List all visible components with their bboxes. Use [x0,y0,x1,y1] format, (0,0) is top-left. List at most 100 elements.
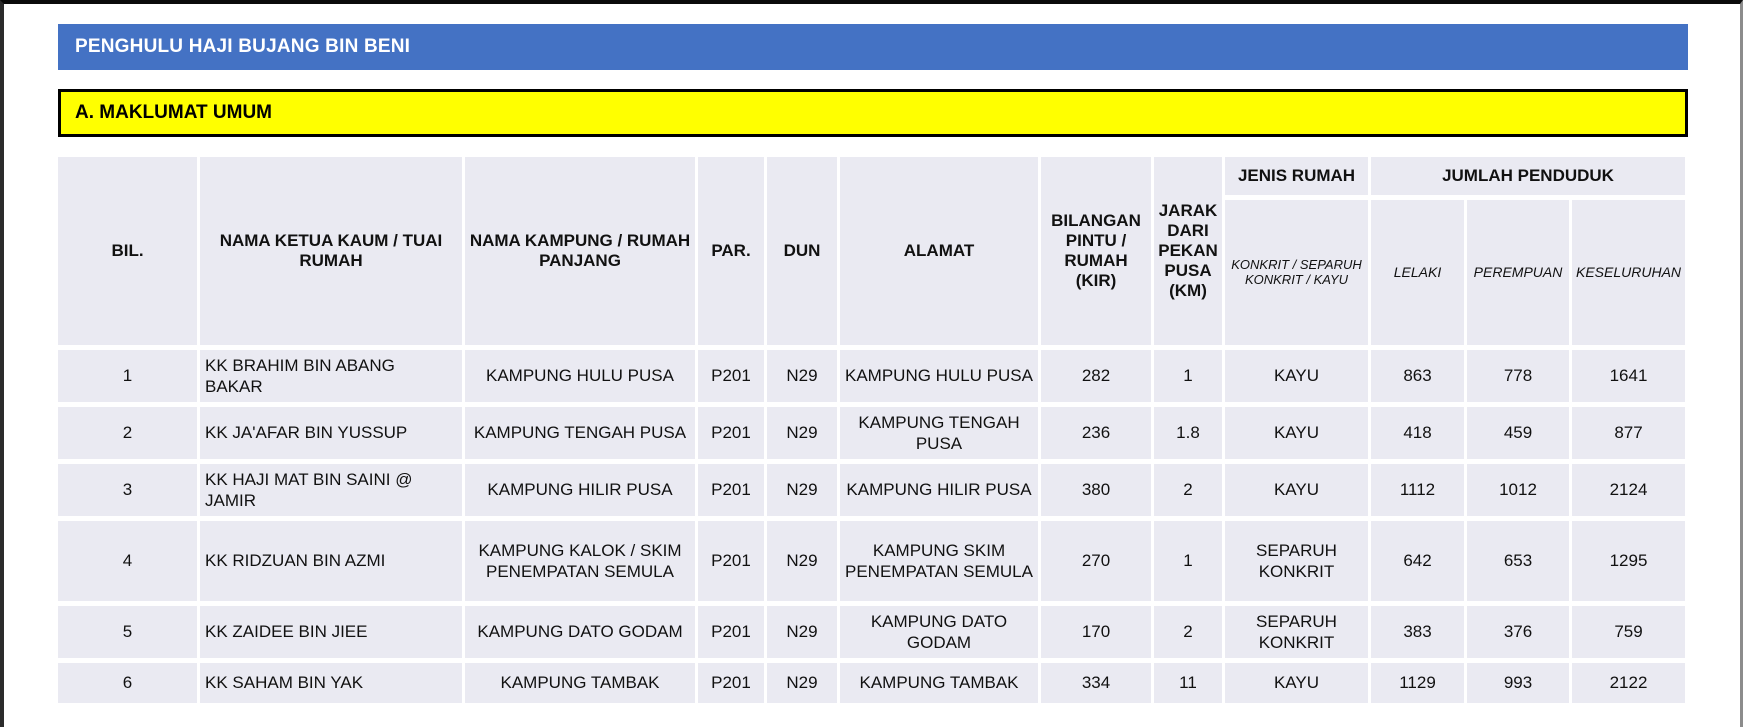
table-row: 1 KK BRAHIM BIN ABANG BAKAR KAMPUNG HULU… [58,350,1686,402]
header-sub-row: KONKRIT / SEPARUH KONKRIT / KAYU LELAKI … [58,200,1686,345]
cell-alamat: KAMPUNG SKIM PENEMPATAN SEMULA [840,521,1038,601]
cell-bilangan-pintu: 270 [1041,521,1151,601]
cell-nama-kampung: KAMPUNG KALOK / SKIM PENEMPATAN SEMULA [465,521,695,601]
title-bar: PENGHULU HAJI BUJANG BIN BENI [58,24,1688,70]
cell-nama-ketua: KK SAHAM BIN YAK [200,663,462,703]
cell-nama-ketua: KK RIDZUAN BIN AZMI [200,521,462,601]
cell-perempuan: 376 [1467,606,1569,658]
maklumat-umum-table-wrap: BIL. NAMA KETUA KAUM / TUAI RUMAH NAMA K… [55,152,1688,708]
cell-nama-ketua: KK ZAIDEE BIN JIEE [200,606,462,658]
cell-nama-kampung: KAMPUNG HILIR PUSA [465,464,695,516]
table-row: 6 KK SAHAM BIN YAK KAMPUNG TAMBAK P201 N… [58,663,1686,703]
cell-bil: 1 [58,350,197,402]
cell-par: P201 [698,521,764,601]
header-bil: BIL. [58,157,197,345]
cell-perempuan: 1012 [1467,464,1569,516]
cell-alamat: KAMPUNG TENGAH PUSA [840,407,1038,459]
cell-keseluruhan: 2124 [1572,464,1686,516]
cell-nama-kampung: KAMPUNG TENGAH PUSA [465,407,695,459]
header-alamat: ALAMAT [840,157,1038,345]
page-title: PENGHULU HAJI BUJANG BIN BENI [75,36,411,57]
cell-bil: 5 [58,606,197,658]
cell-jarak: 11 [1154,663,1222,703]
header-nama-kampung: NAMA KAMPUNG / RUMAH PANJANG [465,157,695,345]
cell-keseluruhan: 759 [1572,606,1686,658]
table-row: 5 KK ZAIDEE BIN JIEE KAMPUNG DATO GODAM … [58,606,1686,658]
cell-dun: N29 [767,407,837,459]
cell-par: P201 [698,350,764,402]
cell-par: P201 [698,663,764,703]
table-row: 3 KK HAJI MAT BIN SAINI @ JAMIR KAMPUNG … [58,464,1686,516]
header-group-row: BIL. NAMA KETUA KAUM / TUAI RUMAH NAMA K… [58,157,1686,345]
cell-dun: N29 [767,464,837,516]
cell-nama-kampung: KAMPUNG HULU PUSA [465,350,695,402]
table-header: BIL. NAMA KETUA KAUM / TUAI RUMAH NAMA K… [58,157,1686,345]
cell-nama-kampung: KAMPUNG DATO GODAM [465,606,695,658]
cell-nama-ketua: KK JA'AFAR BIN YUSSUP [200,407,462,459]
header-lelaki: LELAKI [1371,200,1464,345]
cell-lelaki: 642 [1371,521,1464,601]
cell-nama-kampung: KAMPUNG TAMBAK [465,663,695,703]
cell-bilangan-pintu: 334 [1041,663,1151,703]
table-row: 4 KK RIDZUAN BIN AZMI KAMPUNG KALOK / SK… [58,521,1686,601]
header-jarak: JARAK DARI PEKAN PUSA (KM) [1154,157,1222,345]
cell-lelaki: 383 [1371,606,1464,658]
cell-alamat: KAMPUNG HILIR PUSA [840,464,1038,516]
cell-alamat: KAMPUNG DATO GODAM [840,606,1038,658]
maklumat-umum-table: BIL. NAMA KETUA KAUM / TUAI RUMAH NAMA K… [55,152,1688,708]
cell-alamat: KAMPUNG TAMBAK [840,663,1038,703]
cell-jarak: 2 [1154,606,1222,658]
cell-keseluruhan: 2122 [1572,663,1686,703]
cell-jenis-rumah: KAYU [1225,663,1368,703]
cell-perempuan: 653 [1467,521,1569,601]
cell-jenis-rumah: KAYU [1225,407,1368,459]
cell-bilangan-pintu: 170 [1041,606,1151,658]
cell-jarak: 1 [1154,521,1222,601]
header-group-jenis-rumah: JENIS RUMAH [1225,157,1368,195]
cell-jarak: 1.8 [1154,407,1222,459]
cell-par: P201 [698,464,764,516]
header-keseluruhan: KESELURUHAN [1572,200,1686,345]
cell-nama-ketua: KK BRAHIM BIN ABANG BAKAR [200,350,462,402]
header-bilangan-pintu: BILANGAN PINTU / RUMAH (KIR) [1041,157,1151,345]
cell-perempuan: 459 [1467,407,1569,459]
cell-jenis-rumah: SEPARUH KONKRIT [1225,606,1368,658]
cell-dun: N29 [767,663,837,703]
cell-par: P201 [698,606,764,658]
cell-perempuan: 993 [1467,663,1569,703]
cell-jenis-rumah: KAYU [1225,350,1368,402]
cell-lelaki: 1112 [1371,464,1464,516]
cell-keseluruhan: 1641 [1572,350,1686,402]
table-row: 2 KK JA'AFAR BIN YUSSUP KAMPUNG TENGAH P… [58,407,1686,459]
header-nama-ketua: NAMA KETUA KAUM / TUAI RUMAH [200,157,462,345]
header-group-jumlah-penduduk: JUMLAH PENDUDUK [1371,157,1686,195]
cell-jarak: 1 [1154,350,1222,402]
cell-bilangan-pintu: 236 [1041,407,1151,459]
header-perempuan: PEREMPUAN [1467,200,1569,345]
cell-bil: 3 [58,464,197,516]
cell-dun: N29 [767,606,837,658]
cell-bilangan-pintu: 380 [1041,464,1151,516]
cell-lelaki: 863 [1371,350,1464,402]
section-header-bar: A. MAKLUMAT UMUM [58,89,1688,137]
cell-dun: N29 [767,350,837,402]
cell-par: P201 [698,407,764,459]
cell-dun: N29 [767,521,837,601]
cell-lelaki: 1129 [1371,663,1464,703]
cell-keseluruhan: 1295 [1572,521,1686,601]
header-dun: DUN [767,157,837,345]
cell-jenis-rumah: KAYU [1225,464,1368,516]
cell-bil: 2 [58,407,197,459]
section-title: A. MAKLUMAT UMUM [75,102,272,123]
cell-bil: 6 [58,663,197,703]
cell-alamat: KAMPUNG HULU PUSA [840,350,1038,402]
cell-jarak: 2 [1154,464,1222,516]
header-par: PAR. [698,157,764,345]
header-jenis-rumah-sub: KONKRIT / SEPARUH KONKRIT / KAYU [1225,200,1368,345]
cell-jenis-rumah: SEPARUH KONKRIT [1225,521,1368,601]
cell-bil: 4 [58,521,197,601]
cell-bilangan-pintu: 282 [1041,350,1151,402]
cell-nama-ketua: KK HAJI MAT BIN SAINI @ JAMIR [200,464,462,516]
cell-perempuan: 778 [1467,350,1569,402]
